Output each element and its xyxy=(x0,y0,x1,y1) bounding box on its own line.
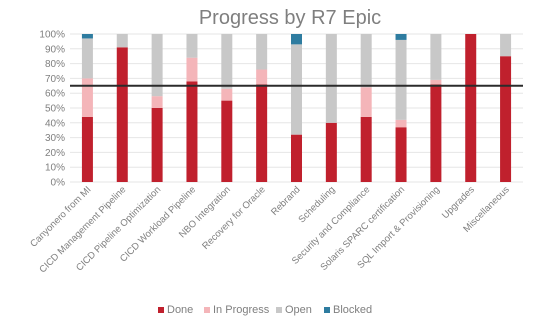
bar-segment-blocked xyxy=(395,34,407,40)
bar-segment-done xyxy=(151,108,163,182)
y-tick-label: 100% xyxy=(39,30,65,41)
bars xyxy=(81,34,512,183)
legend-label: Open xyxy=(285,304,312,316)
bar-segment-in-progress xyxy=(395,119,407,128)
category-label: Recovery for Oracle xyxy=(200,184,268,252)
bar-segment-done xyxy=(395,127,407,182)
bar-segment-open xyxy=(291,44,302,135)
bar-segment-done xyxy=(81,116,93,182)
y-tick-label: 10% xyxy=(45,163,65,174)
legend-swatch xyxy=(276,307,282,313)
y-tick-label: 20% xyxy=(45,148,65,159)
legend-swatch xyxy=(158,307,164,313)
bar-segment-done xyxy=(465,34,477,182)
bar-segment-in-progress xyxy=(81,78,93,117)
bar-segment-in-progress xyxy=(186,57,198,82)
bar-segment-done xyxy=(430,84,442,182)
legend-swatch xyxy=(204,307,210,313)
bar-segment-done xyxy=(221,100,233,182)
bar-segment-done xyxy=(116,47,128,182)
bar-segment-open xyxy=(186,34,198,58)
bar-segment-open xyxy=(151,34,163,97)
bar-segment-done xyxy=(256,84,268,182)
bar-segment-open xyxy=(325,34,337,123)
bar-segment-open xyxy=(430,34,442,80)
legend-label: In Progress xyxy=(213,304,270,316)
bar-segment-blocked xyxy=(81,34,93,39)
category-label: Canyonero from MI xyxy=(28,184,93,249)
category-label: Rebrand xyxy=(269,184,303,218)
y-tick-label: 90% xyxy=(45,44,65,55)
y-tick-label: 40% xyxy=(45,118,65,129)
legend-label: Blocked xyxy=(333,304,372,316)
legend: Done In Progress Open Blocked xyxy=(158,304,372,316)
legend-label: Done xyxy=(167,304,193,316)
bar-segment-open xyxy=(360,34,372,88)
y-tick-label: 70% xyxy=(45,74,65,85)
y-tick-label: 0% xyxy=(51,178,66,189)
bar-segment-in-progress xyxy=(151,96,163,108)
bar-segment-open xyxy=(500,34,512,57)
bar-segment-in-progress xyxy=(221,88,233,101)
bar-segment-done xyxy=(186,81,198,182)
bar-segment-in-progress xyxy=(256,69,268,85)
bar-segment-done xyxy=(500,56,512,183)
bar-segment-done xyxy=(325,122,337,182)
bar-segment-open xyxy=(256,34,268,70)
bar-segment-open xyxy=(221,34,233,89)
chart-title: Progress by R7 Epic xyxy=(199,7,381,29)
bar-segment-open xyxy=(81,38,93,79)
bar-segment-done xyxy=(291,134,302,182)
bar-segment-in-progress xyxy=(360,87,372,117)
legend-swatch xyxy=(324,307,330,313)
bar-segment-open xyxy=(116,34,128,48)
bar-segment-open xyxy=(395,39,407,120)
y-tick-label: 30% xyxy=(45,133,65,144)
bar-segment-blocked xyxy=(291,34,302,45)
y-axis: 0% 10% 20% 30% 40% 50% 60% 70% 80% 90% 100% xyxy=(39,30,65,189)
y-tick-label: 50% xyxy=(45,104,65,115)
bar-segment-in-progress xyxy=(430,79,442,85)
y-tick-label: 80% xyxy=(45,59,65,70)
bar-segment-done xyxy=(360,116,372,182)
y-tick-label: 60% xyxy=(45,89,65,100)
